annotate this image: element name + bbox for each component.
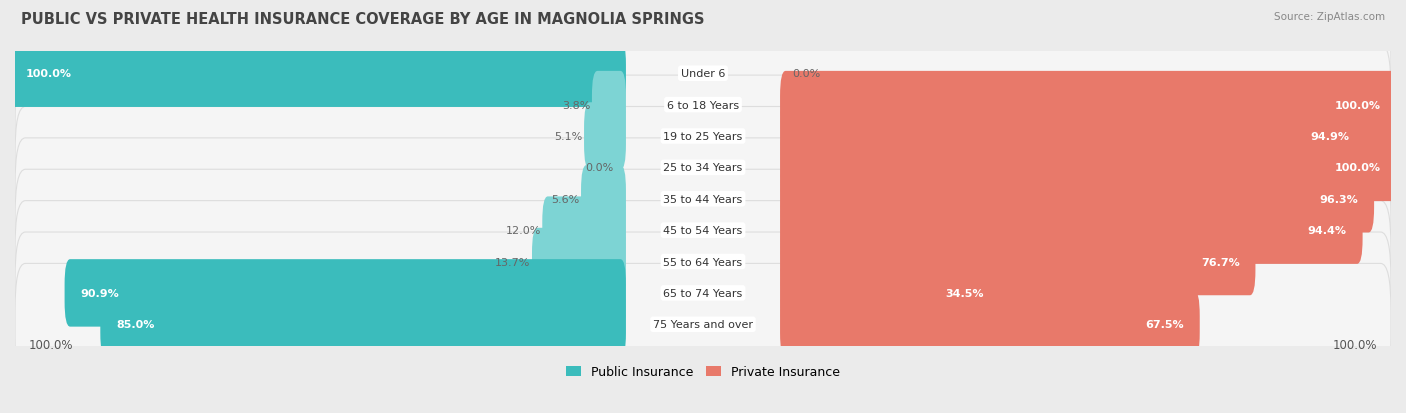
Text: 85.0%: 85.0%: [117, 320, 155, 330]
FancyBboxPatch shape: [10, 40, 626, 108]
Legend: Public Insurance, Private Insurance: Public Insurance, Private Insurance: [567, 366, 839, 378]
FancyBboxPatch shape: [15, 13, 1391, 135]
Text: 0.0%: 0.0%: [793, 69, 821, 79]
Text: 45 to 54 Years: 45 to 54 Years: [664, 225, 742, 235]
Text: 100.0%: 100.0%: [28, 338, 73, 351]
Text: 0.0%: 0.0%: [585, 163, 613, 173]
FancyBboxPatch shape: [15, 76, 1391, 197]
FancyBboxPatch shape: [583, 103, 626, 170]
Text: 5.1%: 5.1%: [554, 132, 582, 142]
Text: 6 to 18 Years: 6 to 18 Years: [666, 100, 740, 110]
Text: 96.3%: 96.3%: [1319, 194, 1358, 204]
FancyBboxPatch shape: [15, 138, 1391, 260]
Text: PUBLIC VS PRIVATE HEALTH INSURANCE COVERAGE BY AGE IN MAGNOLIA SPRINGS: PUBLIC VS PRIVATE HEALTH INSURANCE COVER…: [21, 12, 704, 27]
Text: 55 to 64 Years: 55 to 64 Years: [664, 257, 742, 267]
FancyBboxPatch shape: [780, 72, 1396, 139]
FancyBboxPatch shape: [15, 201, 1391, 323]
FancyBboxPatch shape: [65, 259, 626, 327]
Text: 34.5%: 34.5%: [946, 288, 984, 298]
Text: 25 to 34 Years: 25 to 34 Years: [664, 163, 742, 173]
Text: 100.0%: 100.0%: [1334, 163, 1381, 173]
FancyBboxPatch shape: [15, 264, 1391, 385]
FancyBboxPatch shape: [780, 228, 1256, 296]
Text: 13.7%: 13.7%: [495, 257, 530, 267]
Text: 75 Years and over: 75 Years and over: [652, 320, 754, 330]
FancyBboxPatch shape: [780, 197, 1362, 264]
FancyBboxPatch shape: [15, 170, 1391, 291]
FancyBboxPatch shape: [15, 107, 1391, 229]
Text: 12.0%: 12.0%: [506, 225, 541, 235]
FancyBboxPatch shape: [15, 45, 1391, 166]
Text: 94.4%: 94.4%: [1308, 225, 1347, 235]
Text: 100.0%: 100.0%: [1333, 338, 1378, 351]
FancyBboxPatch shape: [780, 134, 1396, 202]
Text: 3.8%: 3.8%: [562, 100, 591, 110]
FancyBboxPatch shape: [780, 291, 1199, 358]
Text: Source: ZipAtlas.com: Source: ZipAtlas.com: [1274, 12, 1385, 22]
Text: 90.9%: 90.9%: [80, 288, 120, 298]
FancyBboxPatch shape: [15, 233, 1391, 354]
FancyBboxPatch shape: [780, 259, 1000, 327]
FancyBboxPatch shape: [543, 197, 626, 264]
Text: 19 to 25 Years: 19 to 25 Years: [664, 132, 742, 142]
Text: 67.5%: 67.5%: [1146, 320, 1184, 330]
FancyBboxPatch shape: [581, 166, 626, 233]
Text: Under 6: Under 6: [681, 69, 725, 79]
Text: 65 to 74 Years: 65 to 74 Years: [664, 288, 742, 298]
Text: 94.9%: 94.9%: [1310, 132, 1350, 142]
Text: 76.7%: 76.7%: [1201, 257, 1240, 267]
FancyBboxPatch shape: [531, 228, 626, 296]
FancyBboxPatch shape: [100, 291, 626, 358]
Text: 100.0%: 100.0%: [1334, 100, 1381, 110]
Text: 100.0%: 100.0%: [25, 69, 72, 79]
FancyBboxPatch shape: [780, 103, 1365, 170]
Text: 35 to 44 Years: 35 to 44 Years: [664, 194, 742, 204]
FancyBboxPatch shape: [592, 72, 626, 139]
FancyBboxPatch shape: [780, 166, 1374, 233]
Text: 5.6%: 5.6%: [551, 194, 579, 204]
